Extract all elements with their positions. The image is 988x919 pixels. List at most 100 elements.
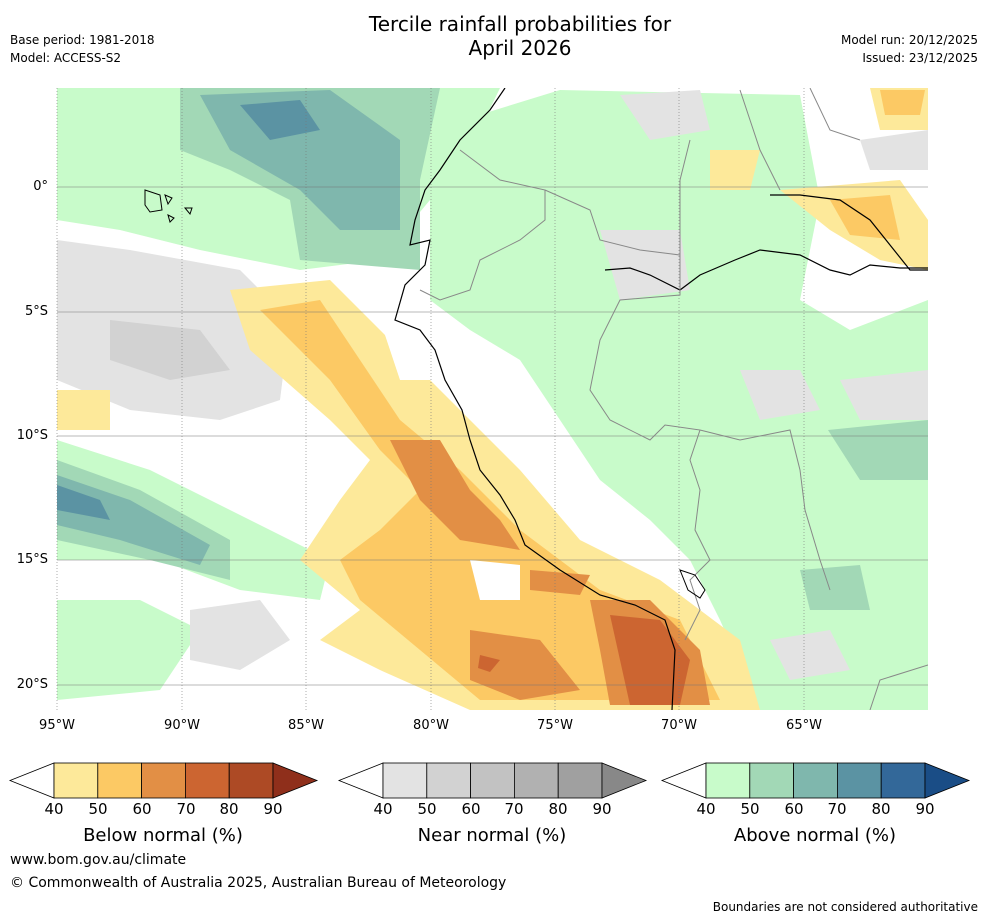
near-normal-region: [190, 600, 290, 670]
below-normal-core: [830, 195, 900, 240]
colorbar-segment: [793, 762, 838, 799]
below-normal-core: [880, 90, 925, 115]
colorbar-segment: [53, 762, 99, 799]
near-normal-region: [600, 230, 690, 300]
base-period: Base period: 1981-2018: [10, 33, 155, 47]
near-normal-region: [860, 130, 928, 170]
colorbar-below-title: Below normal (%): [83, 825, 243, 846]
model-name: Model: ACCESS-S2: [10, 51, 122, 65]
below-normal-region: [57, 390, 110, 430]
above-normal-region: [57, 600, 200, 700]
colorbar-near-title: Near normal (%): [417, 825, 567, 846]
disclaimer: Boundaries are not considered authoritat…: [712, 900, 978, 914]
lon-label: 80°W: [413, 718, 449, 733]
above-normal-band: [57, 475, 210, 565]
colorbar-extend-low: [660, 762, 707, 799]
colorbar-tick: 80: [871, 800, 891, 818]
colorbar-segment: [880, 762, 926, 799]
colorbar-tick: 50: [417, 800, 437, 818]
colorbar-tick: 50: [740, 800, 760, 818]
colorbar-tick: 40: [373, 800, 393, 818]
colorbar-segment: [557, 762, 603, 799]
lon-label: 95°W: [39, 718, 75, 733]
colorbar-segment: [228, 762, 274, 799]
header-left: Base period: 1981-2018 Model: ACCESS-S2: [10, 31, 155, 67]
colorbar-segment: [705, 762, 751, 799]
colorbar-tick: 40: [696, 800, 716, 818]
colorbar-tick: 40: [44, 800, 64, 818]
colorbar-tick: 70: [827, 800, 847, 818]
colorbar-extend-high: [272, 762, 319, 799]
lat-label: 5°S: [24, 304, 48, 319]
graticule: [56, 88, 928, 710]
no-signal-region: [380, 320, 450, 380]
colorbar-segment: [749, 762, 794, 799]
map-title: Tercile rainfall probabilities for April…: [0, 12, 988, 60]
below-normal-very-strong: [478, 655, 500, 672]
colorbar-tick: 60: [132, 800, 152, 818]
coastline: [394, 88, 676, 710]
website-link[interactable]: www.bom.gov.au/climate: [10, 852, 187, 868]
colorbar-segment: [426, 762, 471, 799]
coastline: [770, 194, 928, 271]
issued-date: Issued: 23/12/2025: [862, 51, 978, 65]
colorbar-tick: 80: [219, 800, 239, 818]
title-line-2: April 2026: [468, 36, 572, 60]
above-normal-core: [800, 565, 870, 610]
copyright: © Commonwealth of Australia 2025, Austra…: [10, 875, 507, 891]
colorbar-tick: 60: [784, 800, 804, 818]
colorbar-near-normal: [337, 762, 648, 799]
title-line-1: Tercile rainfall probabilities for: [368, 12, 672, 36]
lat-label: 10°S: [16, 428, 48, 443]
above-normal-core: [828, 420, 928, 480]
below-normal-strong: [390, 440, 520, 550]
lon-label: 75°W: [537, 718, 573, 733]
near-normal-region: [770, 630, 850, 680]
colorbar-tick: 90: [592, 800, 612, 818]
lake-titicaca: [679, 569, 706, 599]
colorbar-segment: [382, 762, 428, 799]
below-normal-strong: [470, 630, 580, 700]
colorbar-tick: 80: [548, 800, 568, 818]
colorbar-segment: [514, 762, 559, 799]
colorbar-tick: 70: [504, 800, 524, 818]
colorbar-extend-low: [337, 762, 384, 799]
colorbar-segment: [141, 762, 186, 799]
colorbar-segment: [470, 762, 515, 799]
colorbar-tick: 70: [176, 800, 196, 818]
lon-label: 90°W: [164, 718, 200, 733]
below-normal-strong: [530, 570, 590, 595]
country-borders: [419, 88, 928, 710]
colorbar-tick: 90: [263, 800, 283, 818]
lon-label: 85°W: [288, 718, 324, 733]
probability-field: [57, 88, 928, 710]
colorbar-below-normal: [8, 762, 319, 799]
lat-label: 15°S: [16, 552, 48, 567]
lat-label: 20°S: [16, 677, 48, 692]
no-signal-region: [470, 560, 520, 600]
colorbar-extend-low: [8, 762, 55, 799]
lon-label: 65°W: [786, 718, 822, 733]
near-normal-region: [740, 370, 820, 420]
near-normal-region: [840, 370, 928, 420]
colorbar-tick: 90: [915, 800, 935, 818]
colorbar-segment: [184, 762, 230, 799]
above-normal-core: [240, 100, 320, 140]
colorbar-extend-high: [601, 762, 648, 799]
colorbar-tick: 50: [88, 800, 108, 818]
above-normal-core: [200, 90, 400, 230]
colorbar-above-title: Above normal (%): [733, 825, 897, 846]
above-normal-band: [57, 485, 110, 520]
galapagos-islands: [144, 189, 193, 223]
near-normal-region: [620, 90, 710, 140]
coastline: [604, 249, 928, 291]
below-normal-very-strong: [610, 615, 690, 705]
below-normal-region: [710, 150, 760, 190]
lon-label: 70°W: [661, 718, 697, 733]
colorbar-extend-high: [924, 762, 971, 799]
model-run: Model run: 20/12/2025: [840, 33, 978, 47]
colorbar-above-normal: [660, 762, 971, 799]
lat-label: 0°: [33, 179, 48, 194]
near-normal-region: [110, 320, 230, 380]
